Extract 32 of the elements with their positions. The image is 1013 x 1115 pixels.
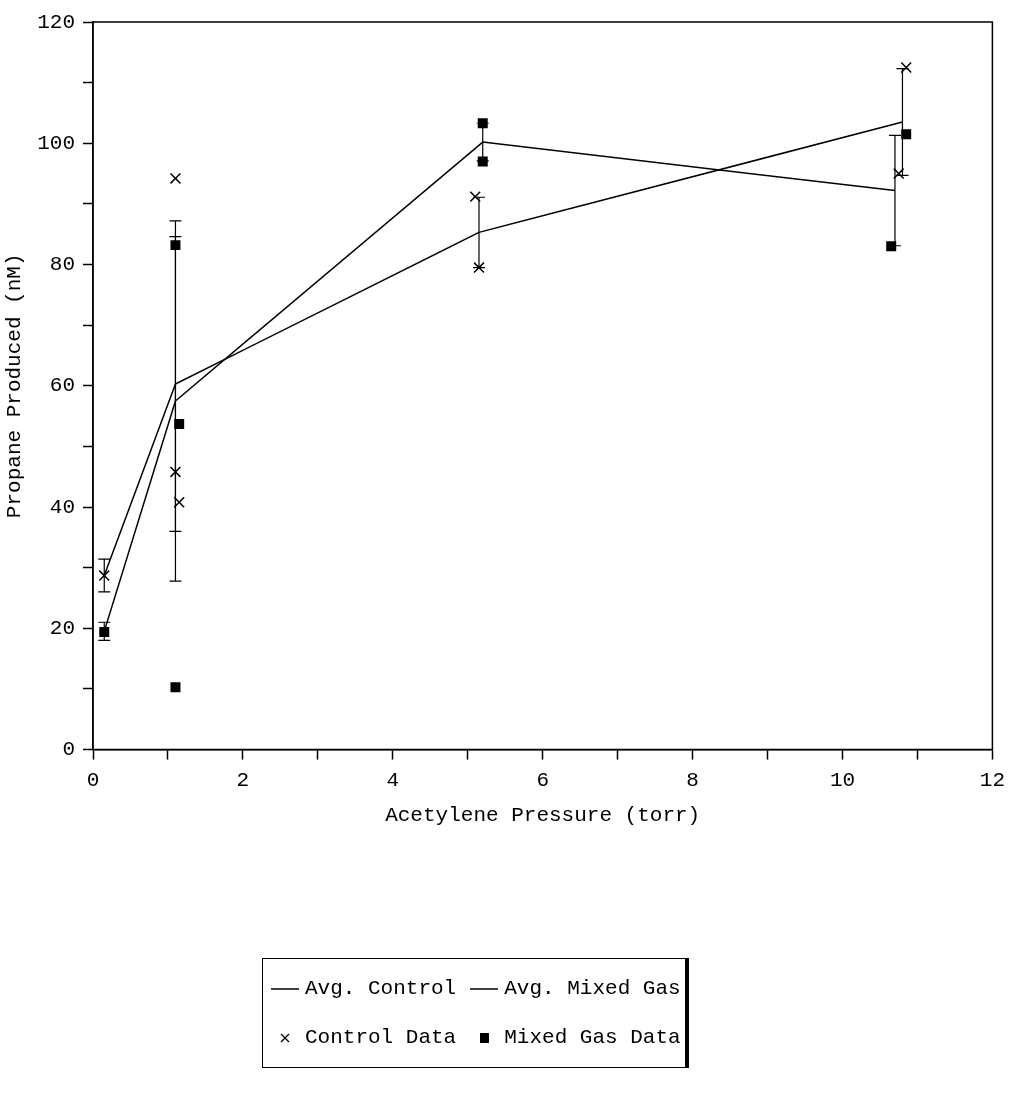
point [170,682,181,693]
x-tick-label: 6 [536,768,550,792]
y-tick-label: 120 [37,10,76,34]
point [98,569,110,582]
y-tick-label: 0 [62,738,76,762]
y-tick-label: 80 [49,253,76,277]
legend-label: Avg. Mixed Gas [504,977,681,1000]
y-tick-label: 100 [37,131,76,155]
x-tick-label: 8 [686,768,699,792]
x-tick-label: 12 [979,768,1006,792]
x-tick-label: 2 [236,768,250,792]
x-tick-label: 10 [829,768,856,792]
y-tick-label: 60 [49,374,76,398]
point [901,129,912,140]
legend-label: Mixed Gas Data [504,1026,681,1049]
x-tick-label: 4 [386,768,400,792]
point [893,167,905,180]
y-tick-label: 40 [49,495,76,519]
x-axis-title: Acetylene Pressure (torr) [385,803,701,827]
point [169,172,182,185]
point [169,466,182,478]
point [900,61,912,74]
y-tick-label: 20 [49,616,76,640]
point [469,190,481,203]
point [174,419,185,429]
point [173,496,185,508]
x-tick-label: 0 [86,768,100,792]
y-axis-title: Propane Produced (nM) [3,253,27,519]
legend-label: Avg. Control [305,977,457,1000]
point [170,240,181,251]
legend-label: Control Data [305,1026,457,1049]
point [473,261,485,274]
